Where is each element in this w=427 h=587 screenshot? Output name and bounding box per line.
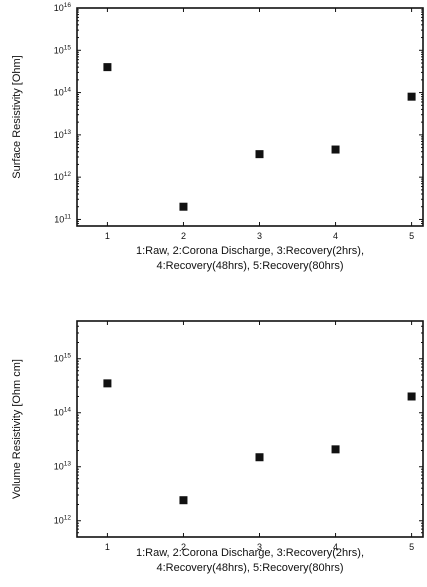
data-point bbox=[407, 92, 416, 101]
data-point bbox=[255, 150, 264, 159]
plot-frame bbox=[76, 320, 424, 538]
y-axis-label: Surface Resistivity [Ohm] bbox=[11, 55, 23, 178]
data-point bbox=[179, 496, 188, 505]
data-point bbox=[331, 145, 340, 154]
plot-frame bbox=[76, 7, 424, 227]
x-tick-label: 5 bbox=[409, 542, 414, 552]
x-axis-label-line-2: 4:Recovery(48hrs), 5:Recovery(80hrs) bbox=[156, 562, 343, 574]
y-tick-label: 1014 bbox=[54, 407, 72, 418]
y-axis-label: Volume Resistivity [Ohm cm] bbox=[11, 359, 23, 499]
x-tick-label: 2 bbox=[181, 231, 186, 241]
y-tick-label: 1015 bbox=[54, 353, 72, 364]
x-tick-label: 3 bbox=[257, 231, 262, 241]
y-tick-label: 1013 bbox=[54, 461, 72, 472]
x-tick-label: 4 bbox=[333, 231, 338, 241]
x-tick-label: 2 bbox=[181, 542, 186, 552]
x-tick-label: 5 bbox=[409, 231, 414, 241]
surface-resistivity-chart: 1011 1012 1013 1014 1015 1016 1 2 3 4 5 Surface Res… bbox=[11, 2, 424, 272]
data-point bbox=[407, 392, 416, 401]
x-axis-label-line-1: 1:Raw, 2:Corona Discharge, 3:Recovery(2h… bbox=[136, 245, 364, 257]
y-tick-label: 1012 bbox=[54, 171, 72, 182]
data-point bbox=[179, 202, 188, 211]
y-tick-label: 1015 bbox=[54, 44, 72, 55]
y-tick-label: 1012 bbox=[54, 515, 72, 526]
x-axis-label-line-2: 4:Recovery(48hrs), 5:Recovery(80hrs) bbox=[156, 260, 343, 272]
data-point bbox=[103, 63, 112, 72]
x-tick-label: 1 bbox=[105, 542, 110, 552]
y-tick-label: 1016 bbox=[54, 2, 72, 13]
x-axis-label-line-1: 1:Raw, 2:Corona Discharge, 3:Recovery(2h… bbox=[136, 547, 364, 559]
data-point bbox=[331, 445, 340, 454]
data-point bbox=[255, 453, 264, 462]
y-tick-label: 1013 bbox=[54, 129, 72, 140]
x-tick-label: 3 bbox=[257, 542, 262, 552]
data-point bbox=[103, 379, 112, 388]
y-tick-label: 1014 bbox=[54, 87, 72, 98]
x-tick-label: 4 bbox=[333, 542, 338, 552]
y-tick-label: 1011 bbox=[54, 213, 71, 224]
x-tick-label: 1 bbox=[105, 231, 110, 241]
volume-resistivity-chart: 1012 1013 1014 1015 1 2 3 4 5 Volume Resistivity … bbox=[11, 320, 424, 574]
